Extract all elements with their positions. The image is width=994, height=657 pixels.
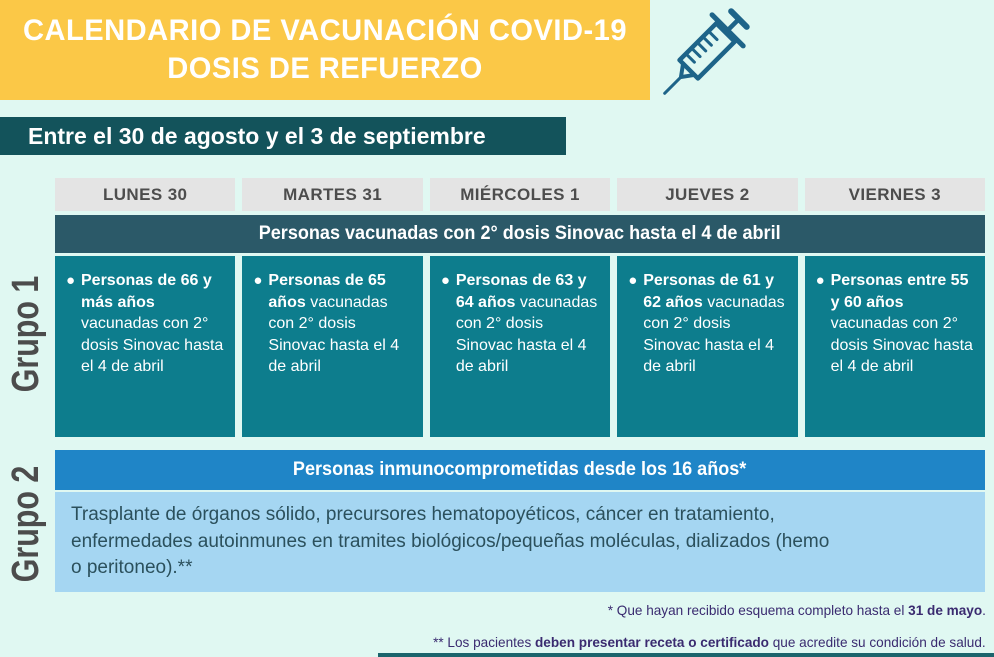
cell-bold-text: Personas entre 55 y 60 años (830, 272, 969, 311)
date-range-banner: Entre el 30 de agosto y el 3 de septiemb… (0, 117, 566, 155)
cell-rest-text: vacunadas con 2° dosis Sinovac hasta el … (268, 293, 400, 376)
bottom-accent-bar (378, 653, 994, 657)
footnote-1-bold: 31 de mayo (908, 602, 983, 618)
group1-cell-viernes: ● Personas entre 55 y 60 años vacunadas … (804, 256, 986, 437)
footnote-2-text: ** Los pacientes (433, 634, 536, 650)
bullet-dot: ● (815, 272, 825, 289)
cell-rest-text: vacunadas con 2° dosis Sinovac hasta el … (830, 315, 973, 376)
group2-banner-text: Personas inmunocomprometidas desde los 1… (293, 459, 747, 480)
group1-cell-miercoles: ● Personas de 63 y 64 años vacunadas con… (429, 256, 611, 437)
group2-body-line: o peritoneo).** (71, 557, 193, 579)
cell-bold-text: Personas de 65 años (268, 272, 386, 311)
cell-bold-text: Personas de 63 y 64 años (455, 272, 587, 311)
cell-text: ● Personas de 61 y 62 años vacunadas con… (627, 270, 791, 378)
syringe-icon (645, 0, 765, 108)
bullet-dot: ● (253, 272, 263, 289)
day-header-miercoles: MIÉRCOLES 1 (429, 178, 611, 211)
group1-cells: ● Personas de 66 y más años vacunadas co… (55, 256, 986, 437)
cell-text: ● Personas entre 55 y 60 años vacunadas … (815, 270, 979, 378)
day-header-lunes: LUNES 30 (55, 178, 236, 211)
cell-text: ● Personas de 66 y más años vacunadas co… (65, 270, 229, 378)
cell-bold-text: Personas de 61 y 62 años (643, 272, 774, 311)
title-banner: CALENDARIO DE VACUNACIÓN COVID-19 DOSIS … (0, 0, 650, 100)
bullet-dot: ● (628, 272, 638, 289)
group1-banner-text: Personas vacunadas con 2° dosis Sinovac … (259, 223, 781, 244)
page-title-line1: CALENDARIO DE VACUNACIÓN COVID-19 (23, 14, 627, 47)
footnote-1-suffix: . (982, 602, 986, 618)
footnote-2: ** Los pacientes deben presentar receta … (433, 634, 986, 650)
group2-label: Grupo 2 (5, 465, 47, 583)
group2-body-line: Trasplante de órganos sólido, precursore… (71, 504, 775, 525)
day-header-row: LUNES 30 MARTES 31 MIÉRCOLES 1 JUEVES 2 … (55, 178, 986, 211)
cell-text: ● Personas de 65 años vacunadas con 2° d… (252, 270, 416, 378)
group1-cell-jueves: ● Personas de 61 y 62 años vacunadas con… (617, 256, 798, 437)
group1-cell-martes: ● Personas de 65 años vacunadas con 2° d… (242, 256, 423, 437)
footnote-1: * Que hayan recibido esquema completo ha… (608, 602, 986, 618)
bullet-dot: ● (440, 272, 450, 289)
group1-cell-lunes: ● Personas de 66 y más años vacunadas co… (55, 256, 236, 437)
day-header-jueves: JUEVES 2 (617, 178, 798, 211)
group1-banner: Personas vacunadas con 2° dosis Sinovac … (55, 215, 985, 253)
page-title-line2: DOSIS DE REFUERZO (167, 52, 483, 85)
day-header-martes: MARTES 31 (242, 178, 423, 211)
cell-bold-text: Personas de 66 y más años (81, 272, 212, 311)
group1-label: Grupo 1 (5, 275, 47, 393)
cell-rest-text: vacunadas con 2° dosis Sinovac hasta el … (643, 293, 785, 376)
group2-body-line: enfermedades autoinmunes en tramites bio… (71, 530, 830, 552)
footnote-1-text: * Que hayan recibido esquema completo ha… (607, 602, 909, 618)
cell-rest-text: vacunadas con 2° dosis Sinovac hasta el … (81, 315, 224, 376)
cell-text: ● Personas de 63 y 64 años vacunadas con… (440, 270, 604, 378)
bullet-dot: ● (66, 272, 76, 289)
group2-body: Trasplante de órganos sólido, precursore… (55, 492, 985, 592)
cell-rest-text: vacunadas con 2° dosis Sinovac hasta el … (455, 293, 598, 376)
footnote-2-bold: deben presentar receta o certificado (535, 634, 770, 650)
footnote-2-suffix: que acredite su condición de salud. (769, 634, 986, 650)
day-header-viernes: VIERNES 3 (804, 178, 986, 211)
group2-banner: Personas inmunocomprometidas desde los 1… (55, 450, 985, 490)
